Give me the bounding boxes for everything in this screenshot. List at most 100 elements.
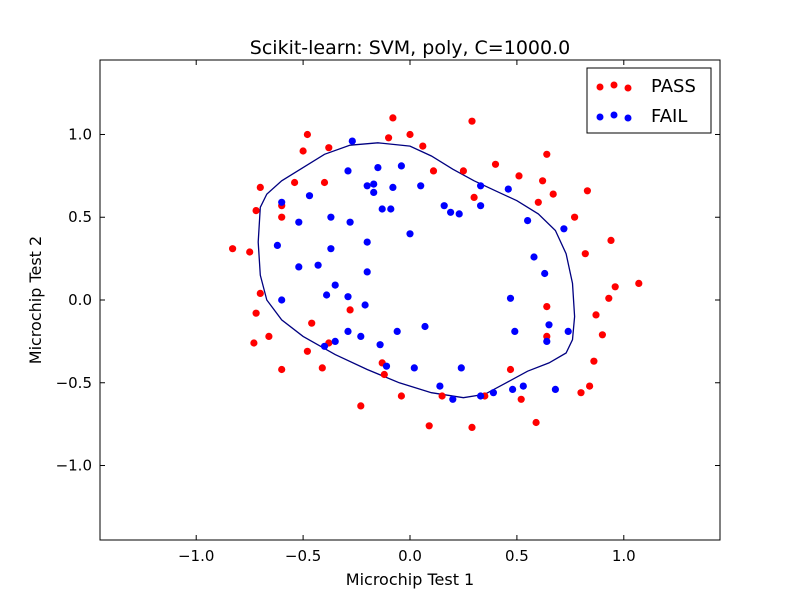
pass-point: [592, 311, 600, 319]
y-tick-label: −0.5: [56, 374, 92, 392]
x-tick-label: 0.5: [505, 547, 529, 565]
x-tick-label: 1.0: [612, 547, 636, 565]
pass-point: [406, 130, 414, 139]
pass-point: [278, 365, 286, 374]
legend-marker-fail: [624, 114, 632, 122]
pass-point: [291, 178, 299, 187]
fail-point: [440, 202, 448, 210]
x-axis-label: Microchip Test 1: [346, 570, 474, 589]
fail-point: [327, 213, 335, 221]
fail-point: [489, 389, 497, 397]
x-tick-label: −0.5: [285, 547, 321, 565]
fail-point: [327, 245, 335, 253]
pass-point: [252, 309, 260, 317]
fail-point: [348, 137, 356, 145]
fail-point: [541, 269, 549, 278]
pass-point: [385, 134, 393, 142]
pass-point: [543, 303, 551, 311]
pass-point: [607, 236, 615, 244]
fail-point: [410, 364, 418, 372]
fail-point: [447, 208, 455, 216]
y-axis-ticks: −1.0 −0.5 0.0 0.5 1.0: [56, 125, 720, 475]
pass-point: [571, 213, 579, 221]
fail-point: [314, 261, 322, 269]
legend: PASS FAIL: [586, 67, 712, 134]
fail-point: [417, 182, 425, 190]
fail-point: [455, 210, 463, 218]
fail-point: [331, 281, 339, 289]
pass-point: [605, 294, 613, 302]
y-tick-label: 0.5: [68, 208, 92, 226]
fail-point: [331, 337, 339, 345]
pass-point: [250, 339, 258, 347]
pass-point: [534, 198, 542, 206]
legend-marker-fail: [610, 111, 618, 119]
fail-point: [370, 180, 378, 188]
pass-point: [586, 382, 594, 390]
fail-point: [530, 253, 538, 261]
fail-point: [406, 230, 414, 238]
pass-point: [380, 370, 388, 379]
pass-point: [256, 183, 264, 191]
fail-point: [545, 321, 553, 329]
fail-point: [543, 337, 551, 345]
fail-point: [273, 241, 281, 249]
fail-point: [295, 263, 303, 271]
pass-point: [598, 331, 607, 339]
fail-point: [524, 217, 532, 225]
pass-point: [549, 190, 557, 198]
x-tick-label: −1.0: [178, 547, 214, 565]
pass-point: [590, 357, 598, 365]
fail-point: [449, 395, 457, 403]
fail-point: [477, 202, 485, 210]
y-tick-label: −1.0: [56, 457, 92, 475]
pass-point: [303, 130, 311, 139]
pass-point: [303, 347, 311, 355]
pass-point: [635, 279, 643, 287]
fail-point: [519, 382, 527, 390]
pass-point: [459, 167, 467, 175]
pass-point: [346, 306, 354, 314]
fail-point: [389, 183, 397, 191]
pass-point: [515, 172, 523, 180]
pass-point: [308, 319, 316, 327]
fail-point: [477, 392, 485, 400]
pass-point: [470, 193, 478, 201]
pass-point: [532, 418, 540, 427]
fail-point: [363, 182, 371, 190]
fail-point: [323, 291, 331, 299]
fail-point: [382, 362, 391, 370]
pass-point: [611, 283, 619, 291]
pass-point: [246, 248, 254, 256]
pass-point: [506, 365, 515, 374]
legend-label-pass: PASS: [651, 76, 696, 97]
pass-point: [252, 207, 260, 215]
legend-marker-pass: [610, 81, 618, 89]
fail-point: [504, 185, 512, 193]
pass-point: [581, 250, 589, 258]
legend-marker-pass: [624, 84, 632, 92]
fail-point: [457, 364, 465, 372]
pass-point: [299, 147, 307, 155]
pass-point: [419, 142, 427, 150]
pass-point: [318, 364, 326, 372]
pass-point: [389, 114, 397, 122]
pass-point: [539, 177, 547, 185]
fail-point: [564, 327, 572, 335]
x-axis-ticks: −1.0 −0.5 0.0 0.5 1.0: [178, 60, 636, 565]
legend-box: [586, 67, 712, 134]
fail-point: [560, 225, 568, 233]
legend-marker-pass: [596, 83, 604, 91]
fail-point: [363, 238, 371, 246]
fail-point: [305, 192, 314, 200]
pass-point: [468, 423, 476, 431]
data-points-layer: [229, 114, 643, 431]
plot-area: [99, 59, 721, 541]
pass-point: [397, 392, 405, 400]
fail-point: [278, 198, 286, 206]
legend-label-fail: FAIL: [651, 106, 687, 127]
fail-point: [344, 167, 352, 175]
fail-point: [511, 327, 519, 335]
fail-point: [344, 293, 352, 301]
